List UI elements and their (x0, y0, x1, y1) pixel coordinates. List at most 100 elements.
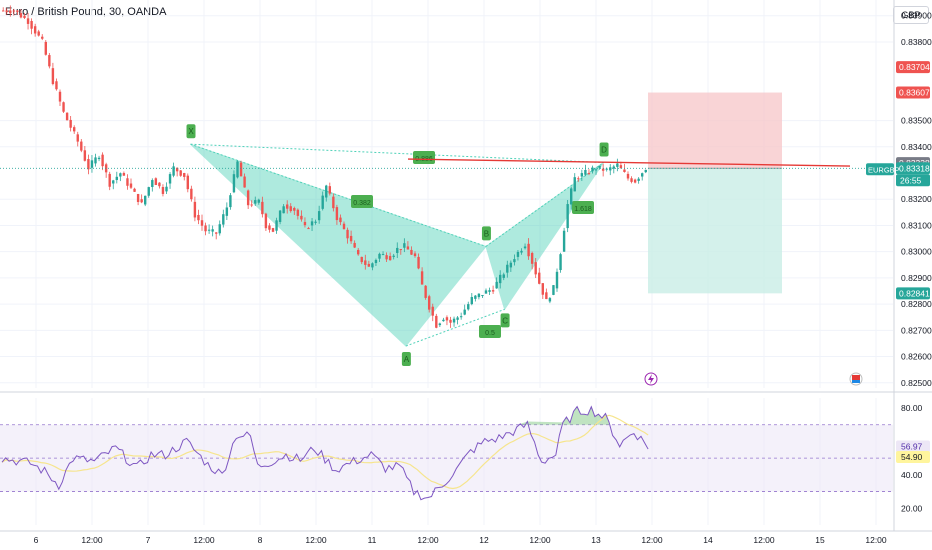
candle-body (587, 173, 591, 175)
candle-body (73, 127, 76, 132)
candle-body (175, 167, 179, 172)
candle-body (449, 319, 452, 323)
candle-body (2, 10, 5, 12)
candle-body (413, 253, 417, 257)
candle-body (623, 169, 626, 173)
price-tick-label: 0.83900 (901, 11, 932, 21)
time-axis[interactable]: 6 12:00 7 12:00 8 12:00 11 12:00 12 12:00 13 12:00 1… (34, 535, 887, 545)
candle-body (477, 293, 481, 298)
candle-body (626, 173, 630, 179)
time-tick-label: 12:00 (753, 535, 775, 545)
candle-body (183, 173, 186, 177)
candle-body (523, 246, 527, 249)
candle-body (264, 213, 268, 229)
candle-body (396, 247, 399, 253)
candle-body (200, 220, 204, 226)
rsi-line (1, 405, 649, 501)
candle-body (115, 176, 118, 181)
candle-body (573, 177, 576, 192)
candle-body (222, 214, 225, 225)
stop-loss-zone (648, 92, 782, 169)
pattern-ratio-marker (479, 325, 501, 338)
candle-body (144, 195, 147, 205)
candle-body (101, 154, 104, 167)
candle-body (534, 262, 537, 275)
candle-body (491, 290, 495, 292)
candle-body (147, 187, 150, 196)
pattern-point-marker (481, 226, 491, 241)
candle-body (474, 295, 477, 299)
candle-body (97, 157, 101, 160)
candle-body (197, 214, 200, 221)
last-price-badge-text: 0.83318 (899, 163, 930, 173)
candle-body (58, 91, 62, 102)
candle-body (140, 199, 143, 203)
candle-body (502, 274, 505, 278)
candle-body (335, 207, 339, 221)
candle-body (577, 178, 580, 180)
candle-body (463, 309, 466, 315)
time-tick-label: 12:00 (81, 535, 103, 545)
rsi-tick-label: 40.00 (901, 470, 923, 480)
pattern-ratio-marker (572, 201, 594, 214)
candle-body (193, 201, 197, 218)
grid (0, 0, 932, 532)
candle-body (417, 256, 420, 269)
candle-body (495, 281, 498, 289)
candle-body (484, 290, 488, 294)
price-tick-label: 0.83400 (901, 142, 932, 152)
price-axis[interactable]: 0.83900 0.83800 0.83500 0.83400 0.83200 0.831… (866, 11, 932, 388)
pattern-point-marker (401, 352, 411, 367)
candle-body (225, 207, 229, 216)
pattern-dashed-leg (190, 143, 487, 247)
time-tick-label: 6 (34, 535, 39, 545)
candle-body (112, 180, 115, 184)
lightning-icon-glyph (648, 374, 654, 384)
time-tick-label: 12:00 (193, 535, 215, 545)
candle-body (467, 304, 470, 310)
pattern-dashed-leg (485, 162, 604, 247)
candle-body (470, 297, 473, 305)
time-tick-label: 14 (703, 535, 713, 545)
candle-body (594, 169, 598, 171)
candle-body (364, 260, 367, 265)
entry-upper-price-badge (896, 86, 930, 99)
rsi-ma-line (1, 414, 649, 490)
candle-body (41, 36, 44, 39)
candle-body (452, 318, 456, 323)
rsi-value-text: 56.97 (901, 442, 923, 452)
candle-body (516, 251, 520, 257)
candle-body (215, 232, 218, 234)
rsi-overbought-fill (520, 406, 610, 425)
pattern-point-marker (599, 142, 609, 157)
candle-body (442, 319, 445, 322)
candle-body (420, 271, 424, 285)
symbol-badge-text: EURGBP (868, 165, 900, 174)
candle-body (211, 229, 214, 232)
candle-body (406, 246, 410, 250)
candle-body (154, 178, 158, 186)
candle-body (360, 256, 363, 263)
pattern-point-marker (186, 124, 196, 139)
candle-body (122, 173, 126, 176)
price-tick-label: 0.82900 (901, 273, 932, 283)
candle-body (271, 228, 275, 232)
candle-body (108, 173, 111, 187)
pattern-ratio-marker (351, 195, 373, 208)
candle-body (438, 323, 442, 326)
candle-body (435, 315, 438, 328)
candle-body (204, 225, 207, 232)
candle-body (268, 225, 271, 230)
candle-body (179, 170, 182, 176)
event-icons[interactable] (644, 372, 863, 386)
candle-body (236, 161, 239, 178)
countdown-badge (896, 174, 930, 187)
candle-body (278, 210, 282, 222)
candle-body (509, 262, 513, 268)
candle-body (633, 179, 637, 183)
last-price-badge (896, 162, 930, 175)
